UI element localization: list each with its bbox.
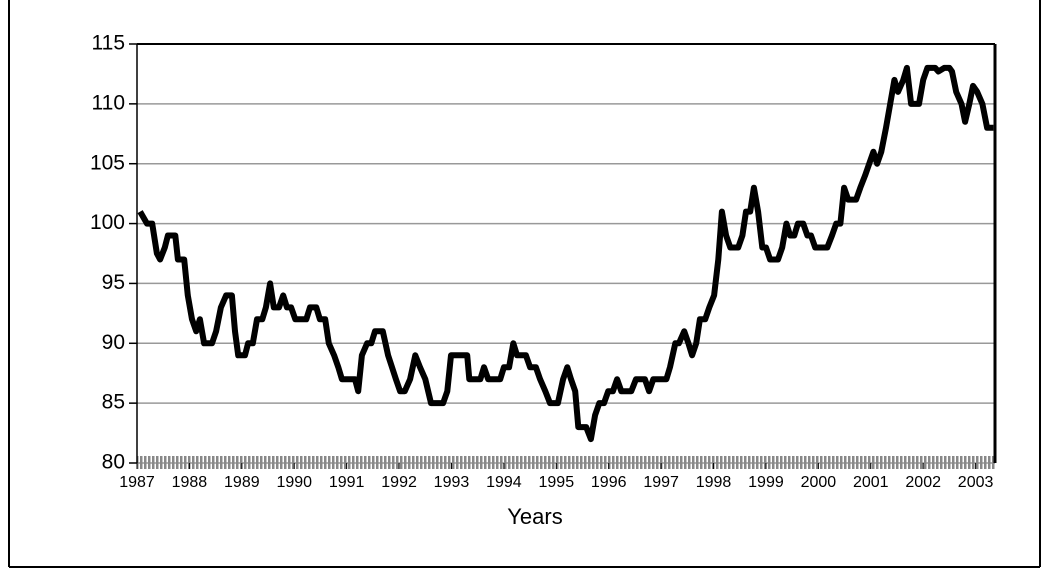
x-tick-label: 1992 (381, 474, 417, 491)
x-tick-label: 2000 (801, 474, 837, 491)
x-tick-label: 1994 (486, 474, 522, 491)
y-tick-label: 80 (102, 451, 125, 474)
x-axis-title: Years (507, 504, 562, 529)
x-tick-label: 2001 (853, 474, 889, 491)
x-tick-label: 2002 (905, 474, 941, 491)
x-tick-label: 1996 (591, 474, 627, 491)
x-tick-label: 1989 (224, 474, 260, 491)
x-tick-label: 1999 (748, 474, 784, 491)
y-tick-label: 95 (102, 271, 125, 294)
y-tick-label: 105 (90, 151, 125, 174)
category-ticks (137, 456, 995, 469)
x-tick-label: 1991 (329, 474, 365, 491)
x-tick-label: 1987 (119, 474, 155, 491)
y-tick-label: 110 (92, 91, 125, 114)
x-tick-label: 1990 (276, 474, 312, 491)
x-tick-label: 1995 (539, 474, 575, 491)
x-tick-label: 1988 (172, 474, 208, 491)
x-tick-label: 1993 (434, 474, 470, 491)
y-tick-label: 100 (90, 211, 125, 234)
x-tick-label: 1997 (643, 474, 679, 491)
data-line (137, 64, 994, 443)
y-tick-label: 90 (102, 331, 125, 354)
y-tick-label: 115 (92, 32, 125, 55)
y-tick-label: 85 (102, 391, 125, 414)
grid (137, 43, 995, 464)
x-tick-label: 1998 (696, 474, 732, 491)
x-tick-label: 2003 (958, 474, 994, 491)
